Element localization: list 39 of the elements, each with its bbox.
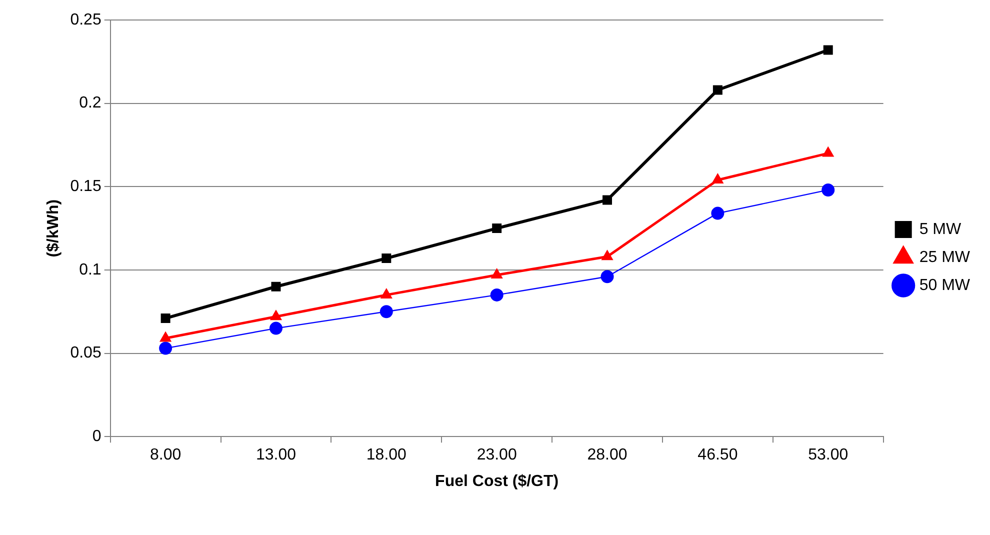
point — [822, 146, 834, 157]
point — [602, 195, 612, 205]
x-tick-label: 46.50 — [698, 446, 738, 464]
y-tick-label: 0 — [92, 428, 102, 446]
legend-label: 5 MW — [919, 220, 962, 238]
point — [160, 314, 170, 324]
x-tick-label: 18.00 — [366, 446, 407, 464]
x-tick-label: 13.00 — [256, 446, 296, 464]
point — [160, 332, 172, 342]
x-tick-label: 23.00 — [476, 446, 517, 464]
point — [823, 45, 833, 55]
point — [492, 224, 502, 234]
y-axis-title: ($/kWh) — [45, 199, 62, 258]
point — [269, 322, 282, 335]
x-tick-label: 53.00 — [808, 446, 848, 464]
y-tick-label: 0.1 — [79, 261, 102, 278]
point — [600, 270, 614, 284]
point — [159, 342, 172, 355]
point — [490, 288, 504, 302]
point — [602, 250, 613, 260]
point — [822, 183, 835, 196]
y-tick-label: 0.15 — [70, 178, 102, 196]
y-tick-label: 0.25 — [70, 11, 102, 28]
point — [711, 206, 724, 220]
point — [712, 85, 722, 95]
point — [382, 254, 392, 264]
point — [491, 268, 503, 278]
point — [380, 288, 392, 298]
legend-label: 25 MW — [919, 248, 971, 266]
legend-label: 50 MW — [919, 276, 971, 294]
point — [380, 305, 393, 318]
x-tick-label: 8.00 — [150, 446, 182, 464]
x-axis-title: Fuel Cost ($/GT) — [435, 472, 559, 490]
point — [271, 282, 281, 292]
y-tick-label: 0.2 — [79, 94, 102, 112]
point — [712, 173, 724, 184]
y-tick-label: 0.05 — [70, 344, 102, 362]
point — [270, 310, 282, 320]
x-tick-label: 28.00 — [587, 446, 628, 464]
